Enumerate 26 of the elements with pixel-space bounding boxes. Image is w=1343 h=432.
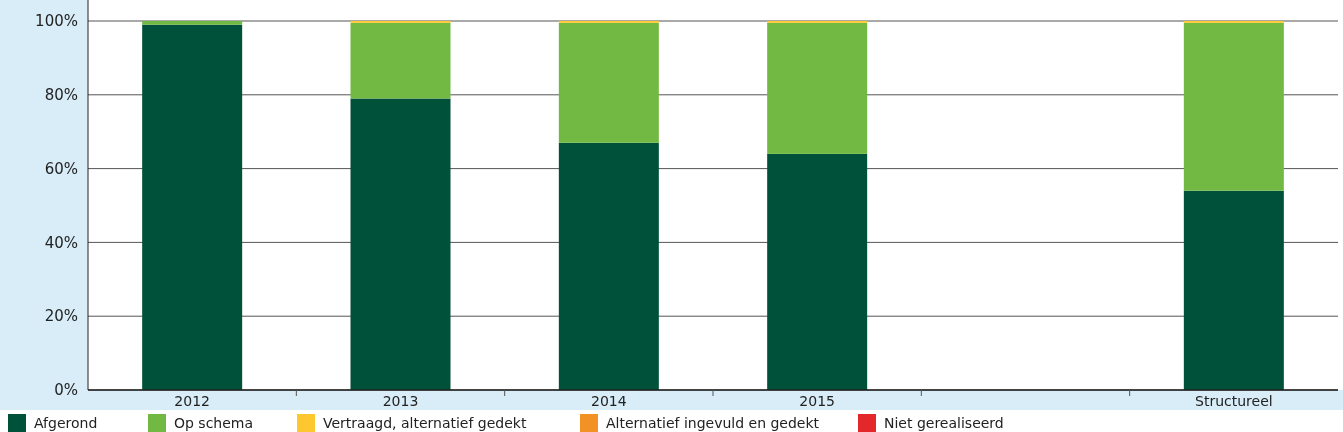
bar [142, 21, 243, 25]
bar [142, 24, 243, 390]
legend-label: Alternatief ingevuld en gedekt [606, 414, 820, 431]
legend-label: Op schema [174, 414, 254, 431]
bar [1183, 22, 1284, 191]
y-tick-label: 0% [54, 381, 78, 400]
y-tick-label: 60% [44, 159, 78, 178]
y-tick-label: 20% [44, 307, 78, 326]
x-tick-label: 2014 [591, 393, 627, 409]
bar [767, 153, 868, 390]
x-tick-label: 2012 [174, 393, 210, 409]
legend-label: Vertraagd, alternatief gedekt [323, 414, 527, 431]
legend-label: Niet gerealiseerd [884, 414, 1004, 431]
x-tick-label: 2015 [799, 393, 835, 409]
bar [1183, 190, 1284, 390]
legend-label: Afgerond [34, 414, 98, 431]
x-tick-label: 2013 [382, 393, 419, 409]
y-tick-label: 80% [44, 86, 78, 105]
y-tick-label: 100% [35, 12, 78, 31]
bar [558, 142, 659, 390]
bar [350, 22, 451, 99]
bar [767, 22, 868, 154]
bar [558, 22, 659, 143]
bar [350, 98, 451, 390]
y-tick-label: 40% [44, 233, 78, 252]
x-tick-label: Structureel [1195, 393, 1273, 409]
